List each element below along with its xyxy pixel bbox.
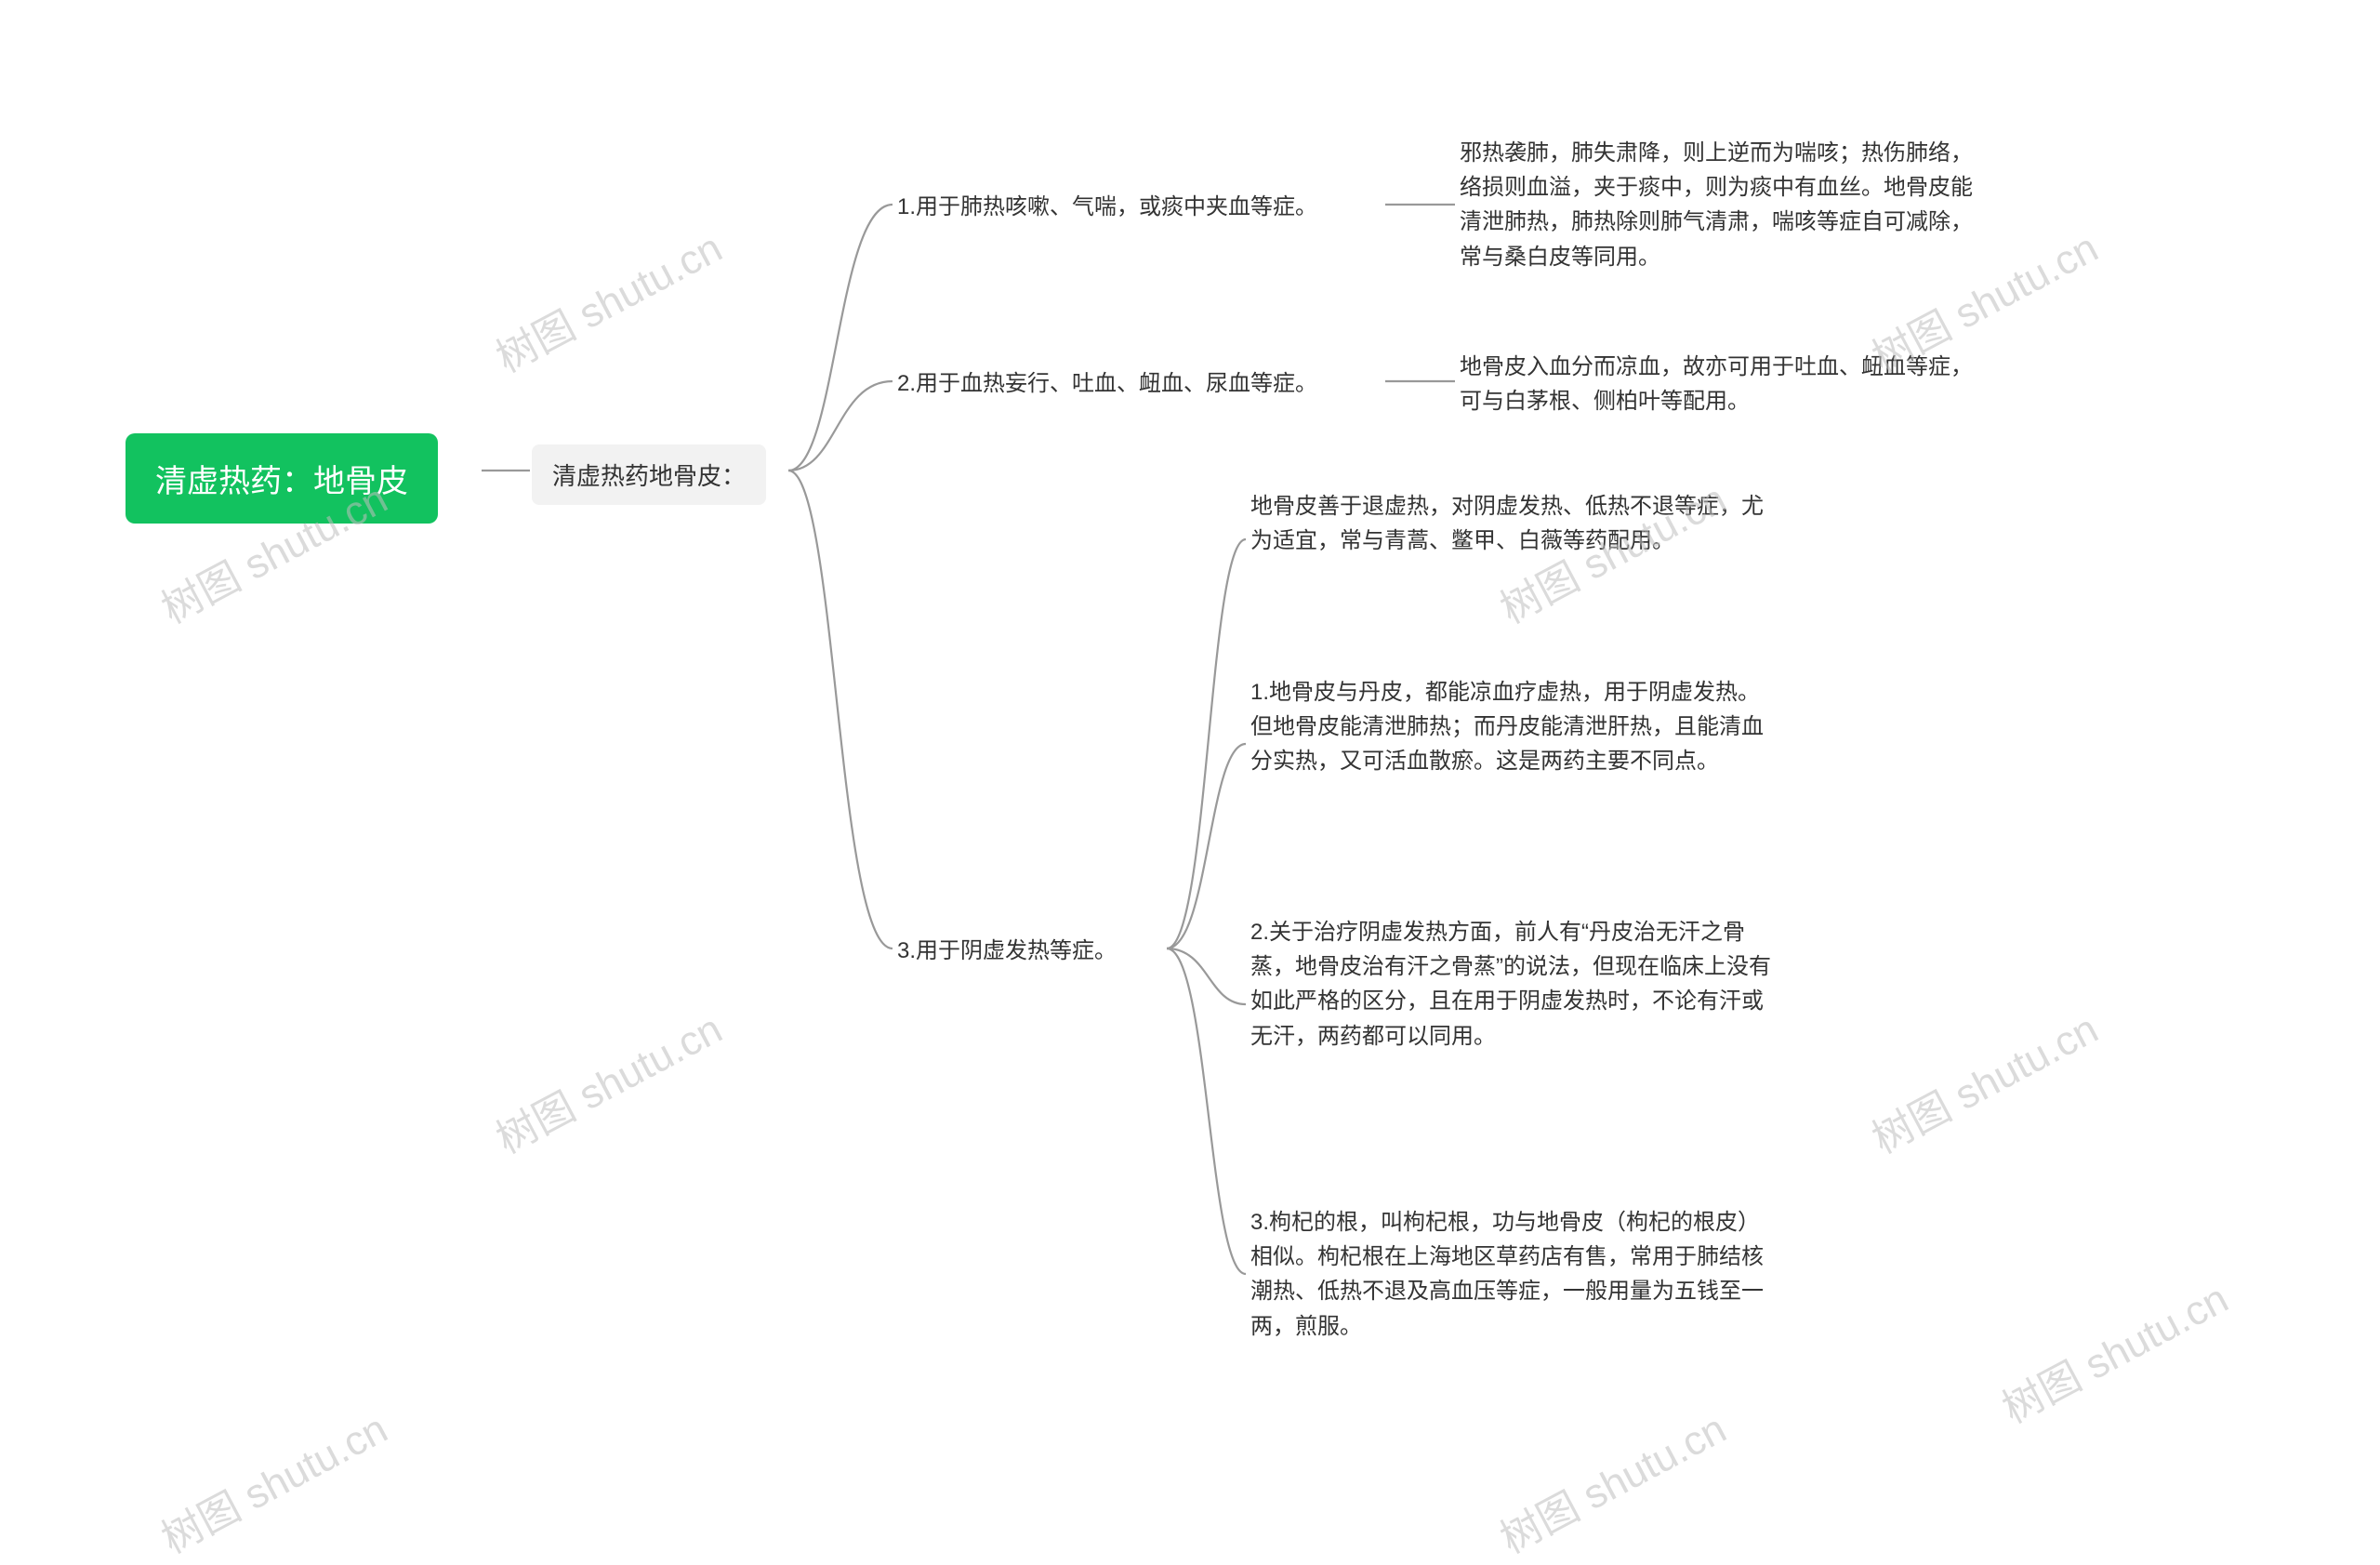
- connector-lines: [0, 0, 2380, 1556]
- branch3-detail-a: 地骨皮善于退虚热，对阴虚发热、低热不退等症，尤为适宜，常与青蒿、鳖甲、白薇等药配…: [1250, 489, 1771, 558]
- watermark: 树图 shutu.cn: [1990, 1266, 2237, 1435]
- watermark: 树图 shutu.cn: [1488, 1396, 1735, 1565]
- branch2-label[interactable]: 2.用于血热妄行、吐血、衄血、尿血等症。: [897, 366, 1317, 401]
- branch1-label[interactable]: 1.用于肺热咳嗽、气喘，或痰中夹血等症。: [897, 190, 1317, 224]
- watermark: 树图 shutu.cn: [1860, 996, 2107, 1165]
- root-label: 清虚热药：地骨皮: [155, 464, 408, 499]
- branch2-detail: 地骨皮入血分而凉血，故亦可用于吐血、衄血等症，可与白茅根、侧柏叶等配用。: [1460, 350, 1980, 418]
- root-node[interactable]: 清虚热药：地骨皮: [126, 433, 438, 524]
- branch3-label[interactable]: 3.用于阴虚发热等症。: [897, 934, 1117, 968]
- level2-label: 清虚热药地骨皮：: [552, 462, 746, 490]
- level2-node[interactable]: 清虚热药地骨皮：: [532, 444, 766, 505]
- watermark: 树图 shutu.cn: [150, 1396, 396, 1565]
- branch3-detail-c: 2.关于治疗阴虚发热方面，前人有“丹皮治无汗之骨蒸，地骨皮治有汗之骨蒸”的说法，…: [1250, 915, 1771, 1054]
- watermark: 树图 shutu.cn: [484, 215, 731, 384]
- branch1-detail: 邪热袭肺，肺失肃降，则上逆而为喘咳；热伤肺络，络损则血溢，夹于痰中，则为痰中有血…: [1460, 136, 1980, 274]
- watermark: 树图 shutu.cn: [484, 996, 731, 1165]
- branch3-detail-b: 1.地骨皮与丹皮，都能凉血疗虚热，用于阴虚发热。但地骨皮能清泄肺热；而丹皮能清泄…: [1250, 675, 1771, 779]
- branch3-detail-d: 3.枸杞的根，叫枸杞根，功与地骨皮（枸杞的根皮）相似。枸杞根在上海地区草药店有售…: [1250, 1205, 1771, 1344]
